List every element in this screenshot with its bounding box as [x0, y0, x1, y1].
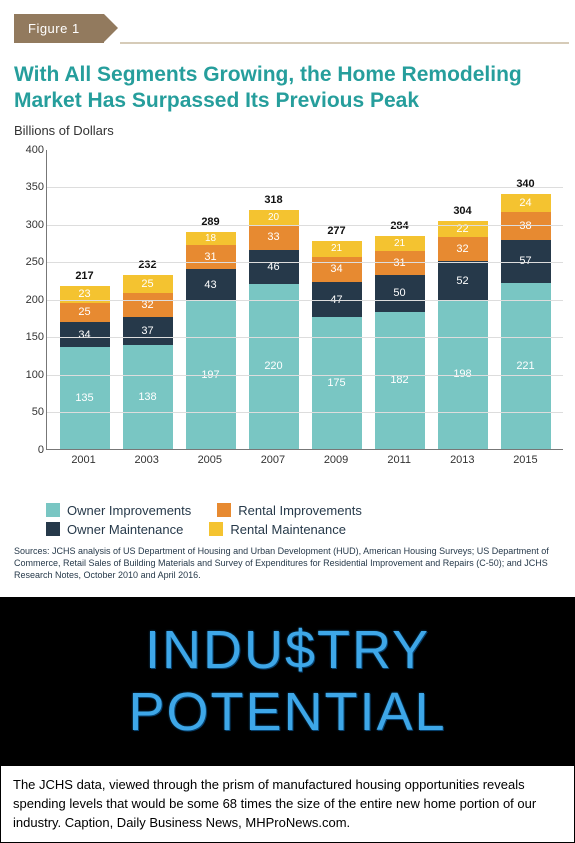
- bar-total-label: 277: [312, 225, 362, 237]
- bar-segment-owner-improvements: 182: [375, 312, 425, 449]
- plot-area: 2172325341352322532371382891831431973182…: [46, 150, 563, 450]
- bar-segment-rental-maintenance: 20: [249, 210, 299, 225]
- bar-segment-owner-maintenance: 52: [438, 261, 488, 300]
- grid-line: [47, 187, 563, 188]
- bar-column: 232253237138: [123, 275, 173, 449]
- bar-total-label: 284: [375, 220, 425, 232]
- bar-segment-rental-maintenance: 22: [438, 221, 488, 238]
- bar-total-label: 318: [249, 194, 299, 206]
- y-axis: 050100150200250300350400: [10, 150, 44, 450]
- bar-segment-owner-improvements: 221: [501, 283, 551, 449]
- y-tick-label: 150: [10, 331, 44, 343]
- stacked-bar-chart: 050100150200250300350400 217232534135232…: [10, 148, 565, 493]
- banner-text: INDU$TRY POTENTIAL: [128, 620, 446, 742]
- x-tick-label: 2013: [437, 454, 487, 466]
- grid-line: [47, 375, 563, 376]
- bar-column: 304223252198: [438, 221, 488, 449]
- y-tick-label: 400: [10, 144, 44, 156]
- header-rule: [120, 42, 569, 44]
- chart-subtitle: Billions of Dollars: [14, 123, 561, 138]
- x-tick-label: 2007: [248, 454, 298, 466]
- legend-swatch: [46, 522, 60, 536]
- bar-segment-owner-maintenance: 50: [375, 275, 425, 313]
- y-tick-label: 350: [10, 181, 44, 193]
- bar-total-label: 289: [186, 216, 236, 228]
- bar-column: 340243857221: [501, 194, 551, 449]
- bar-segment-owner-maintenance: 34: [60, 322, 110, 348]
- bar-segment-owner-maintenance: 37: [123, 317, 173, 345]
- grid-line: [47, 337, 563, 338]
- y-tick-label: 200: [10, 294, 44, 306]
- x-tick-label: 2003: [122, 454, 172, 466]
- bar-column: 289183143197: [186, 232, 236, 449]
- legend-item-rental-maintenance: Rental Maintenance: [209, 522, 346, 537]
- bar-column: 277213447175: [312, 241, 362, 449]
- legend-label: Rental Improvements: [238, 503, 362, 518]
- bar-segment-rental-maintenance: 24: [501, 194, 551, 212]
- source-note: Sources: JCHS analysis of US Department …: [14, 545, 561, 581]
- legend-row: Owner Maintenance Rental Maintenance: [46, 522, 561, 537]
- bar-segment-rental-improvements: 32: [438, 237, 488, 261]
- legend-swatch: [209, 522, 223, 536]
- x-tick-label: 2005: [185, 454, 235, 466]
- x-tick-label: 2009: [311, 454, 361, 466]
- bar-segment-rental-maintenance: 21: [375, 236, 425, 252]
- bar-total-label: 232: [123, 259, 173, 271]
- x-tick-label: 2001: [59, 454, 109, 466]
- legend-label: Owner Maintenance: [67, 522, 183, 537]
- bar-segment-rental-improvements: 33: [249, 225, 299, 250]
- bar-segment-rental-improvements: 34: [312, 257, 362, 283]
- grid-line: [47, 300, 563, 301]
- legend-item-owner-maintenance: Owner Maintenance: [46, 522, 183, 537]
- bar-segment-rental-improvements: 38: [501, 212, 551, 241]
- legend-item-owner-improvements: Owner Improvements: [46, 503, 191, 518]
- bar-column: 284213150182: [375, 236, 425, 449]
- banner: INDU$TRY POTENTIAL: [0, 597, 575, 765]
- legend-swatch: [46, 503, 60, 517]
- legend-label: Owner Improvements: [67, 503, 191, 518]
- x-axis: 2001 2003 2005 2007 2009 2011 2013 2015: [46, 454, 563, 466]
- page: Figure 1 With All Segments Growing, the …: [0, 0, 575, 843]
- bar-segment-rental-maintenance: 25: [123, 275, 173, 294]
- bar-segment-owner-improvements: 220: [249, 284, 299, 448]
- bar-segment-rental-maintenance: 18: [186, 232, 236, 246]
- bar-segment-rental-improvements: 32: [123, 293, 173, 317]
- y-tick-label: 50: [10, 406, 44, 418]
- legend-item-rental-improvements: Rental Improvements: [217, 503, 362, 518]
- legend-row: Owner Improvements Rental Improvements: [46, 503, 561, 518]
- bar-segment-rental-improvements: 25: [60, 303, 110, 322]
- x-tick-label: 2011: [374, 454, 424, 466]
- bar-segment-rental-improvements: 31: [186, 245, 236, 268]
- bar-segment-owner-maintenance: 43: [186, 269, 236, 301]
- bar-column: 217232534135: [60, 286, 110, 449]
- figure-label: Figure 1: [14, 14, 104, 43]
- y-tick-label: 0: [10, 444, 44, 456]
- bar-segment-owner-improvements: 138: [123, 345, 173, 449]
- legend-label: Rental Maintenance: [230, 522, 346, 537]
- grid-line: [47, 225, 563, 226]
- y-tick-label: 100: [10, 369, 44, 381]
- grid-line: [47, 412, 563, 413]
- y-tick-label: 250: [10, 256, 44, 268]
- bar-total-label: 304: [438, 205, 488, 217]
- grid-line: [47, 262, 563, 263]
- y-tick-label: 300: [10, 219, 44, 231]
- legend-swatch: [217, 503, 231, 517]
- bar-segment-owner-improvements: 135: [60, 347, 110, 448]
- legend: Owner Improvements Rental Improvements Ow…: [46, 503, 561, 537]
- chart-title: With All Segments Growing, the Home Remo…: [14, 62, 561, 115]
- bar-segment-rental-maintenance: 21: [312, 241, 362, 257]
- caption: The JCHS data, viewed through the prism …: [0, 765, 575, 843]
- bar-segment-owner-maintenance: 46: [249, 250, 299, 284]
- bar-total-label: 217: [60, 270, 110, 282]
- x-tick-label: 2015: [500, 454, 550, 466]
